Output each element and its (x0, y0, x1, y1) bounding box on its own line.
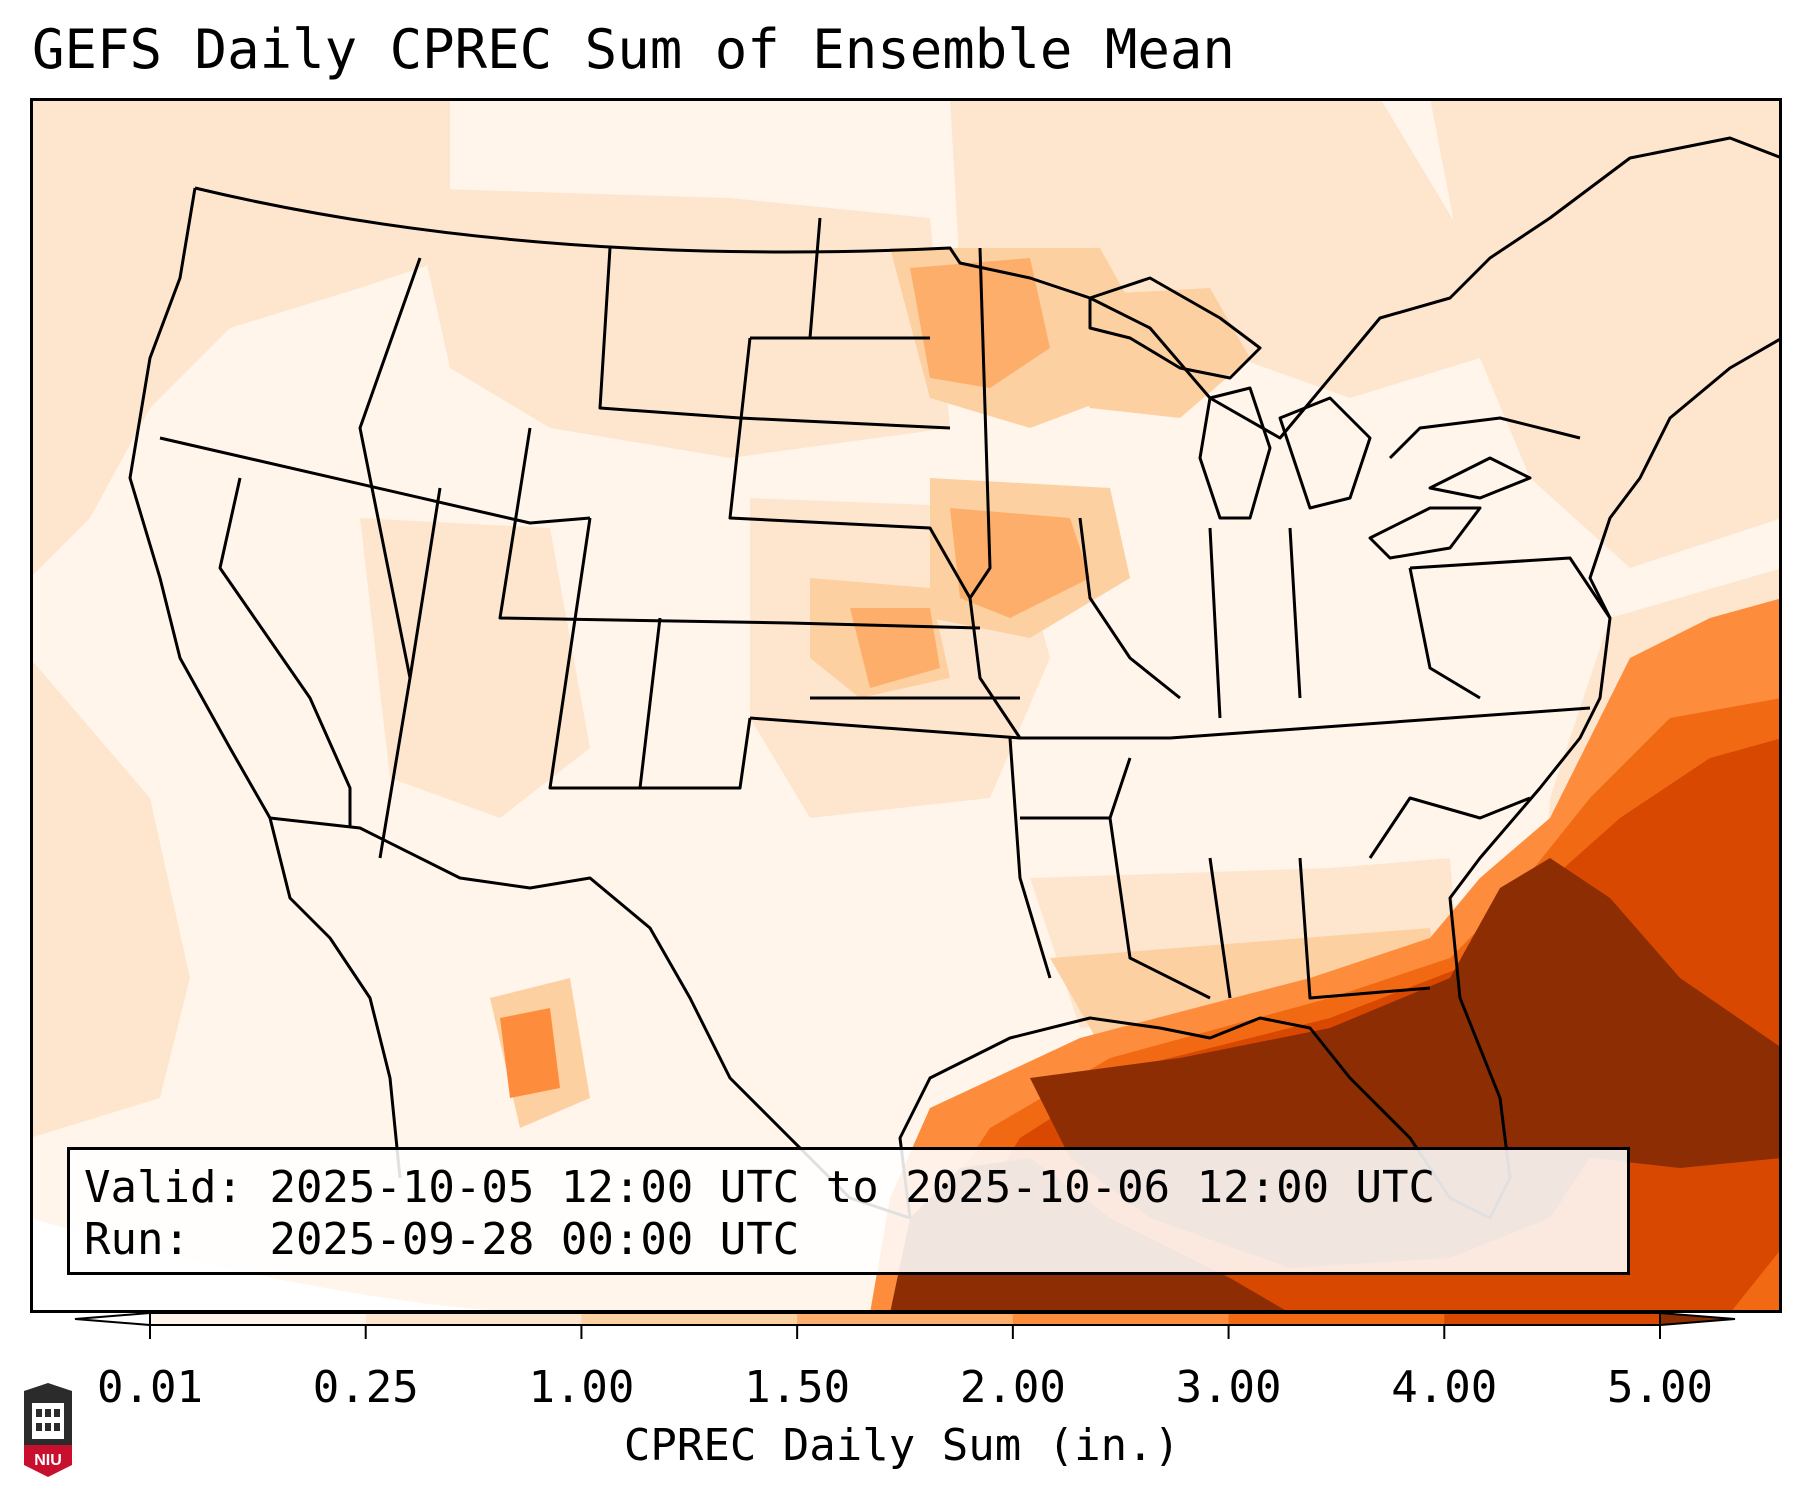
valid-value: 2025-10-05 12:00 UTC to 2025-10-06 12:00… (269, 1162, 1436, 1213)
colorbar-tick-label: 4.00 (1391, 1362, 1498, 1413)
colorbar-under-arrow (74, 1311, 151, 1327)
colorbar-segment (581, 1313, 798, 1325)
colorbar-tick-label: 5.00 (1607, 1362, 1713, 1413)
map-title: GEFS Daily CPREC Sum of Ensemble Mean (32, 18, 1235, 81)
colorbar-tick-label: 0.01 (97, 1362, 203, 1413)
run-line: Run: 2025-09-28 00:00 UTC (84, 1214, 799, 1265)
colorbar-tick-label: 1.50 (744, 1362, 851, 1413)
colorbar-segment (365, 1313, 582, 1325)
map-frame (30, 98, 1782, 1313)
colorbar-tick-label: 2.00 (959, 1362, 1066, 1413)
colorbar-tick-label: 3.00 (1175, 1362, 1282, 1413)
colorbar-segment (1444, 1313, 1661, 1325)
valid-label: Valid: (84, 1162, 243, 1213)
colorbar-over-arrow (1659, 1311, 1736, 1327)
run-value: 2025-09-28 00:00 UTC (269, 1214, 800, 1265)
colorbar-segment (150, 1313, 367, 1325)
colorbar-segment (1012, 1313, 1230, 1325)
valid-time-box: Valid: 2025-10-05 12:00 UTC to 2025-10-0… (67, 1147, 1630, 1275)
precipitation-map (30, 98, 1782, 1313)
run-label: Run: (84, 1214, 190, 1265)
niu-logo: NIU (24, 1383, 72, 1477)
colorbar-segment (1228, 1313, 1445, 1325)
colorbar-outline (149, 1312, 1661, 1326)
colorbar-tick-label: 1.00 (528, 1362, 635, 1413)
colorbar (74, 1311, 1736, 1339)
valid-line: Valid: 2025-10-05 12:00 UTC to 2025-10-0… (84, 1162, 1435, 1213)
niu-logo-text: NIU (34, 1452, 62, 1469)
colorbar-segment (797, 1313, 1014, 1325)
colorbar-title: CPREC Daily Sum (in.) (623, 1420, 1181, 1471)
colorbar-tick-label: 0.25 (312, 1362, 419, 1413)
